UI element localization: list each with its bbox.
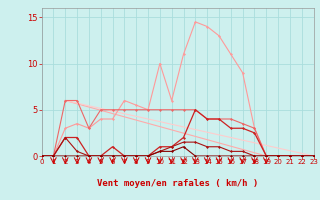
X-axis label: Vent moyen/en rafales ( km/h ): Vent moyen/en rafales ( km/h ) [97, 179, 258, 188]
